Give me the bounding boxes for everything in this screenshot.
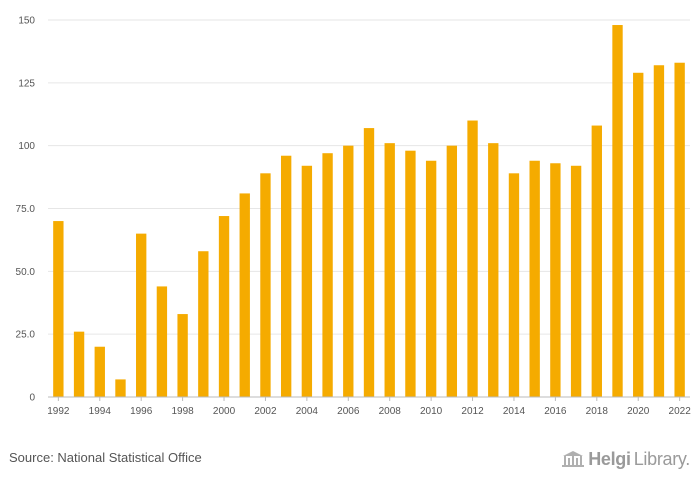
x-tick-label: 2010 — [420, 406, 443, 417]
bar-2015 — [529, 160, 540, 397]
bar-1994 — [94, 346, 105, 397]
bar-2008 — [384, 143, 395, 397]
bar-2020 — [633, 72, 644, 397]
bar-2001 — [239, 193, 250, 397]
bar-2014 — [508, 173, 520, 397]
logo-text-helgi: Helgi — [588, 448, 631, 469]
y-tick-label: 50.0 — [16, 267, 36, 278]
bar-2018 — [591, 125, 602, 397]
bar-2009 — [405, 150, 416, 397]
y-tick-label: 75.0 — [16, 204, 36, 215]
bar-2010 — [425, 160, 437, 397]
bar-2003 — [280, 155, 292, 397]
bar-2022 — [674, 62, 685, 398]
x-tick-label: 2008 — [379, 406, 402, 417]
x-tick-label: 2018 — [586, 406, 609, 417]
helgi-library-logo: Helgi Library. — [561, 448, 690, 470]
y-tick-label: 150 — [18, 16, 35, 27]
x-tick-label: 2000 — [213, 406, 236, 417]
x-tick-label: 1998 — [171, 406, 194, 417]
y-axis-ticks: 0 25.0 50.0 75.0 100 125 150 — [16, 16, 36, 404]
bar-2000 — [218, 216, 230, 397]
bar-2011 — [446, 145, 458, 397]
y-tick-label: 0 — [29, 393, 35, 404]
bar-2004 — [301, 165, 313, 397]
x-tick-label: 2006 — [337, 406, 360, 417]
bar-1999 — [198, 251, 209, 397]
x-tick-label: 1994 — [89, 406, 112, 417]
library-building-icon — [562, 451, 585, 467]
bar-1998 — [177, 314, 188, 397]
bar-2012 — [467, 120, 478, 398]
bar-2017 — [570, 165, 582, 397]
bar-1992 — [53, 221, 64, 397]
x-tick-label: 2016 — [544, 406, 567, 417]
bar-1997 — [156, 286, 168, 397]
x-tick-label: 2014 — [503, 406, 526, 417]
bar-chart: 0 25.0 50.0 75.0 100 125 150 1992 1994 1996 1998 2… — [16, 16, 692, 418]
y-tick-label: 125 — [18, 78, 35, 89]
bar-2019 — [612, 25, 623, 397]
bar-2013 — [488, 143, 499, 397]
logo-text-library: Library. — [633, 448, 691, 469]
x-tick-label: 1992 — [47, 406, 70, 417]
bar-2005 — [322, 153, 333, 397]
x-axis-ticks: 1992 1994 1996 1998 2000 2002 2004 2006 2008 2010… — [47, 397, 691, 417]
bar-2007 — [363, 128, 375, 397]
source-note: Source: National Statistical Office — [9, 450, 202, 465]
x-tick-label: 2012 — [461, 406, 484, 417]
bar-2006 — [343, 145, 354, 397]
x-tick-label: 2022 — [669, 406, 692, 417]
x-tick-label: 2020 — [627, 406, 650, 417]
bar-1995 — [115, 379, 126, 397]
bar-1993 — [73, 331, 85, 397]
bar-2002 — [260, 173, 271, 397]
y-tick-label: 25.0 — [16, 330, 36, 341]
bars — [53, 25, 685, 398]
bar-1996 — [136, 233, 147, 397]
bar-2016 — [550, 163, 561, 397]
y-tick-label: 100 — [18, 141, 35, 152]
x-tick-label: 2004 — [296, 406, 319, 417]
bar-2021 — [653, 65, 665, 398]
x-tick-label: 2002 — [254, 406, 277, 417]
x-tick-label: 1996 — [130, 406, 153, 417]
